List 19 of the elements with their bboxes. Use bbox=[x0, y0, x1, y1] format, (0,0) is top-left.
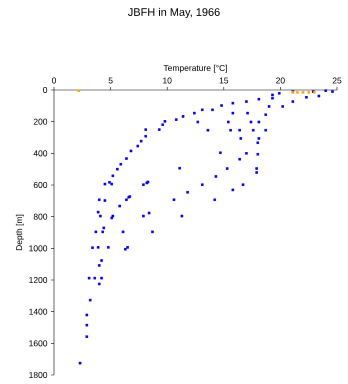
y-tick-label: 1200 bbox=[29, 277, 48, 283]
chart-title: JBFH in May, 1966 bbox=[128, 8, 220, 18]
y-tick-label: 200 bbox=[34, 118, 48, 125]
y-axis-title: Depth [m] bbox=[16, 214, 24, 250]
x-tick-label: 5 bbox=[108, 78, 113, 84]
x-tick-label: 0 bbox=[52, 78, 56, 84]
y-tick-label: 0 bbox=[43, 87, 48, 93]
x-tick-label: 10 bbox=[163, 78, 172, 84]
x-tick-label: 20 bbox=[276, 78, 285, 84]
x-tick-label: 15 bbox=[220, 78, 228, 84]
y-tick-label: 1800 bbox=[29, 372, 48, 378]
x-axis-title: Temperature [°C] bbox=[164, 64, 227, 73]
y-tick-label: 1000 bbox=[29, 245, 48, 252]
y-tick-label: 400 bbox=[34, 150, 48, 156]
y-tick-label: 1400 bbox=[29, 308, 48, 315]
y-tick-label: 800 bbox=[34, 214, 48, 220]
y-tick-label: 600 bbox=[34, 182, 48, 188]
x-tick-label: 25 bbox=[332, 78, 342, 84]
y-tick-label: 1600 bbox=[29, 340, 48, 346]
